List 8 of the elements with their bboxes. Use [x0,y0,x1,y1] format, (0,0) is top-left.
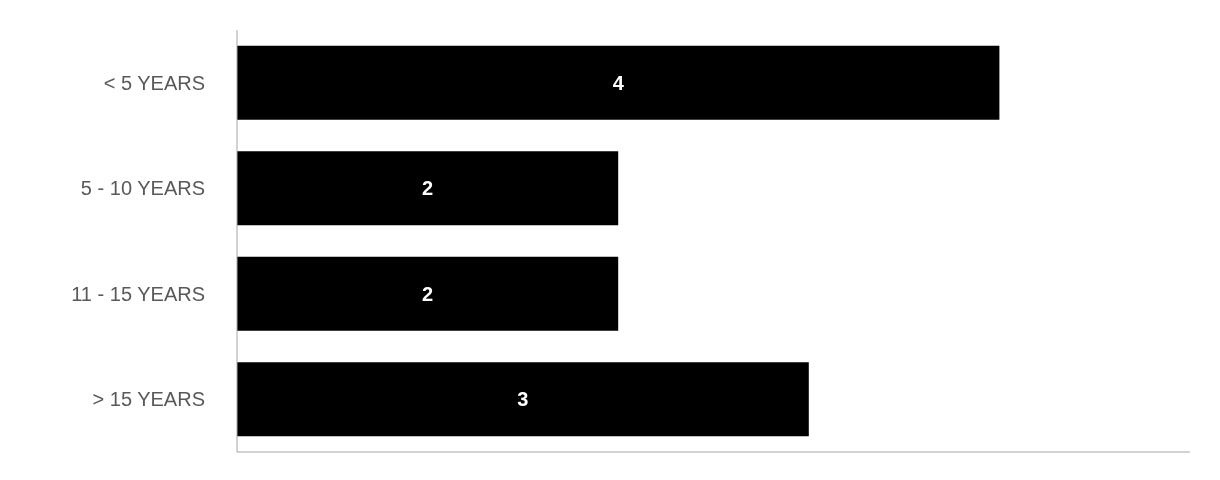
data-label: 2 [422,177,434,200]
data-label: 4 [612,71,625,94]
y-tick-label: 5 - 10 YEARS [80,177,205,200]
y-tick-label: > 15 YEARS [92,388,205,411]
data-label: 2 [422,282,434,305]
y-tick-label: < 5 YEARS [103,71,205,94]
y-tick-label: 11 - 15 YEARS [71,282,205,305]
data-label: 3 [517,388,529,411]
